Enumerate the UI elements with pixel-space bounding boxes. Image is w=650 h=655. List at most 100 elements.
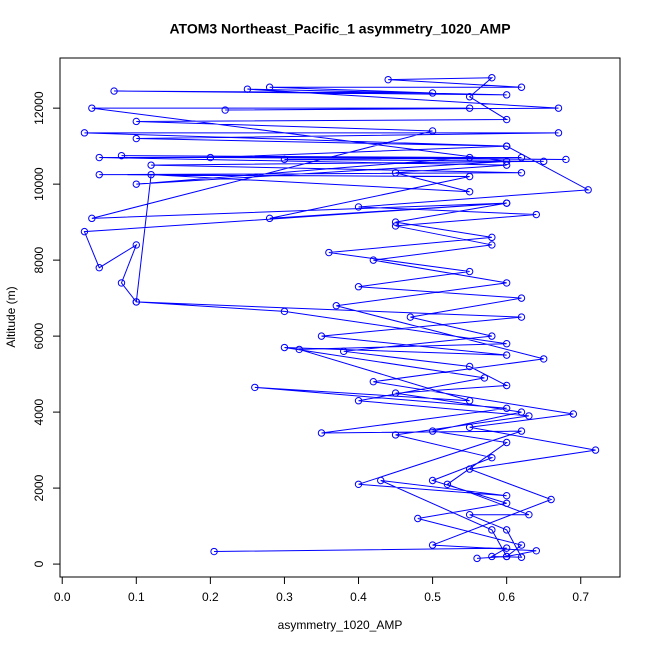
- data-point: [391, 389, 400, 397]
- data-point: [132, 134, 140, 143]
- data-point: [502, 279, 511, 287]
- data-point: [391, 222, 400, 230]
- data-point: [525, 412, 533, 420]
- data-point: [517, 427, 526, 435]
- data-point: [354, 203, 363, 211]
- data-point: [465, 104, 474, 112]
- series-line: [83, 77, 596, 559]
- data-point: [465, 267, 474, 276]
- x-tick-label: 0.3: [276, 590, 293, 604]
- data-point: [532, 210, 540, 219]
- data-point: [369, 378, 378, 386]
- data-point: [517, 294, 526, 302]
- data-point: [488, 552, 496, 561]
- data-point: [517, 541, 526, 549]
- data-point: [465, 153, 474, 162]
- data-point: [502, 91, 511, 99]
- data-point: [280, 343, 289, 352]
- data-point: [280, 307, 289, 316]
- y-tick-label: 10000: [32, 167, 46, 201]
- data-point: [354, 480, 363, 488]
- data-point: [88, 104, 96, 112]
- data-point: [110, 87, 118, 95]
- data-point: [488, 233, 496, 242]
- data-point: [354, 283, 363, 291]
- data-point: [354, 397, 363, 405]
- data-point: [280, 155, 289, 164]
- data-point: [428, 541, 437, 549]
- data-point: [132, 241, 140, 249]
- data-point: [443, 480, 452, 488]
- data-point: [502, 340, 511, 348]
- data-point: [502, 199, 511, 207]
- y-tick-label: 12000: [32, 91, 46, 125]
- data-point: [465, 93, 474, 101]
- data-point: [488, 241, 496, 249]
- data-point: [117, 279, 126, 287]
- y-axis-label: Altitude (m): [4, 286, 18, 347]
- x-tick-label: 0.7: [572, 590, 589, 604]
- data-point: [488, 74, 496, 82]
- data-point: [502, 544, 511, 552]
- data-point: [540, 355, 548, 363]
- data-point: [206, 153, 215, 162]
- chart-title: ATOM3 Northeast_Pacific_1 asymmetry_1020…: [169, 21, 510, 37]
- data-point: [502, 161, 511, 169]
- x-tick-label: 0.6: [498, 590, 515, 604]
- data-point: [369, 256, 378, 264]
- data-point: [377, 476, 385, 485]
- data-point: [295, 345, 303, 354]
- data-point: [147, 161, 155, 169]
- data-point: [502, 499, 511, 507]
- x-tick-label: 0.1: [128, 590, 145, 604]
- data-point: [317, 332, 326, 340]
- data-point: [210, 547, 218, 556]
- plot-frame: [59, 57, 621, 578]
- data-point: [584, 186, 592, 194]
- data-point: [384, 75, 392, 84]
- data-point: [554, 104, 563, 112]
- data-point: [488, 526, 496, 534]
- data-point: [325, 248, 333, 257]
- data-point: [251, 383, 259, 392]
- y-tick-label: 4000: [32, 398, 46, 425]
- data-point: [132, 180, 140, 188]
- data-point: [391, 431, 400, 439]
- data-point: [517, 313, 526, 321]
- data-point: [502, 404, 511, 413]
- x-tick-label: 0.2: [202, 590, 219, 604]
- data-point: [562, 155, 570, 164]
- data-point: [465, 397, 474, 405]
- data-point: [480, 374, 489, 382]
- data-point: [502, 438, 511, 447]
- data-point: [332, 302, 340, 310]
- data-point: [502, 526, 511, 534]
- data-point: [569, 410, 578, 418]
- data-point: [88, 214, 96, 223]
- x-axis-label: asymmetry_1020_AMP: [278, 618, 403, 632]
- data-point: [502, 381, 511, 390]
- data-point: [502, 552, 511, 561]
- data-point: [540, 157, 548, 166]
- data-point: [132, 298, 140, 306]
- data-point: [465, 510, 474, 519]
- data-point: [243, 85, 252, 93]
- y-tick-label: 8000: [32, 246, 46, 273]
- data-point: [80, 227, 89, 236]
- data-point: [265, 83, 274, 91]
- data-point: [465, 172, 474, 181]
- y-tick-label: 0: [32, 560, 46, 567]
- data-point: [465, 465, 474, 473]
- data-point: [488, 453, 496, 462]
- x-tick-label: 0.4: [350, 590, 367, 604]
- data-point: [488, 332, 496, 340]
- data-point: [517, 408, 526, 416]
- data-point: [525, 510, 533, 519]
- data-point: [591, 446, 600, 454]
- data-point: [317, 429, 326, 437]
- data-point: [502, 491, 511, 500]
- data-point: [428, 127, 437, 135]
- data-point: [95, 264, 103, 272]
- y-tick-label: 6000: [32, 322, 46, 349]
